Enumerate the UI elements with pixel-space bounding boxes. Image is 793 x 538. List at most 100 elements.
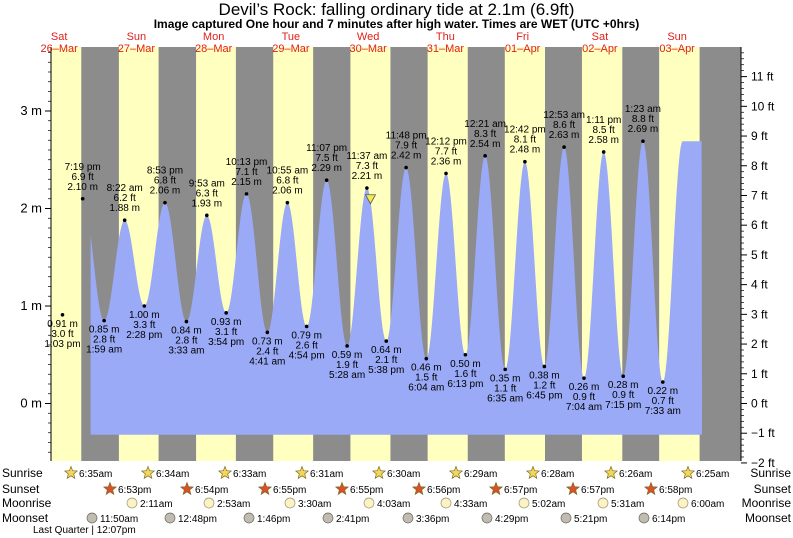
tide-label: 8.8 ft xyxy=(632,114,654,125)
y-tick-label-ft: 10 ft xyxy=(751,99,775,113)
tide-label: 0.38 m xyxy=(529,370,560,381)
moonset-icon xyxy=(164,512,176,524)
moonset-icon xyxy=(86,512,98,524)
tide-label: 2.58 m xyxy=(588,135,619,146)
tide-point xyxy=(601,150,606,154)
moonset-time: 4:29pm xyxy=(495,514,528,525)
tide-point xyxy=(304,324,309,329)
tide-label: 1:59 am xyxy=(86,345,122,356)
tide-label: 1.2 ft xyxy=(533,380,555,391)
tide-label: 11:37 am xyxy=(346,151,387,162)
tide-point xyxy=(582,376,586,380)
tide-label: 0.59 m xyxy=(332,350,363,361)
sunrise-icon xyxy=(63,465,79,480)
tide-point xyxy=(102,318,106,323)
tide-label: 0.22 m xyxy=(648,386,679,397)
tide-label: 7:19 pm xyxy=(65,162,101,173)
tide-label: 8:22 am xyxy=(107,183,143,194)
tide-label: 0.73 m xyxy=(252,336,283,347)
current-level-marker xyxy=(364,194,377,205)
tide-label: 3.0 ft xyxy=(51,329,73,340)
day-name-label: Tue xyxy=(282,31,301,43)
tide-label: 6:13 pm xyxy=(447,379,483,390)
sunset-icon xyxy=(643,481,659,496)
tide-point xyxy=(205,213,209,218)
tide-label: 10:55 am xyxy=(267,166,309,177)
sunrise-time: 6:30am xyxy=(387,469,420,480)
tide-label: 1.6 ft xyxy=(454,369,476,380)
chart-title: Devil’s Rock: falling ordinary tide at 2… xyxy=(218,0,575,19)
y-tick-label-ft: 0 ft xyxy=(751,397,768,411)
tide-point xyxy=(483,154,487,158)
tide-label: 11:07 pm xyxy=(306,143,347,154)
tide-point xyxy=(244,192,249,196)
moonrise-icon xyxy=(597,497,609,509)
moonrise-icon xyxy=(677,497,689,509)
y-tick-label-ft: 3 ft xyxy=(751,307,768,321)
day-name-label: Mon xyxy=(203,31,224,43)
tide-label: 9:53 am xyxy=(189,178,225,189)
tide-point xyxy=(80,196,85,201)
day-name-label: Fri xyxy=(516,31,529,43)
tide-label: 7:04 am xyxy=(566,402,602,413)
sunrise-icon xyxy=(294,465,310,480)
tide-point xyxy=(384,339,389,343)
tide-label: 8.5 ft xyxy=(593,125,615,136)
day-date-label: 29–Mar xyxy=(272,43,310,55)
y-tick-label-ft: 1 ft xyxy=(751,367,768,381)
tide-point xyxy=(621,374,626,379)
tide-label: 2.69 m xyxy=(628,124,659,135)
moonrise-time: 5:02am xyxy=(532,499,565,510)
day-date-label: 01–Apr xyxy=(505,43,541,55)
y-tick-label-ft: 8 ft xyxy=(751,159,768,173)
moonset-icon xyxy=(638,512,650,524)
tide-point xyxy=(285,200,290,205)
moonset-time: 2:41pm xyxy=(336,514,369,525)
sunrise-time: 6:28am xyxy=(541,469,574,480)
tide-point xyxy=(345,344,349,348)
tide-point xyxy=(463,352,468,357)
tide-label: 3.3 ft xyxy=(133,320,155,331)
moonrise-icon xyxy=(518,497,530,509)
tide-label: 1:11 pm xyxy=(586,115,621,126)
y-tick-label-ft: 4 ft xyxy=(751,278,768,292)
moon-phase-note: Last Quarter | 12:07pm xyxy=(33,525,136,536)
moonrise-icon xyxy=(284,497,296,509)
moonset-icon xyxy=(402,512,414,524)
astro-row-label: Moonset xyxy=(2,511,49,525)
moonrise-time: 5:31am xyxy=(611,499,644,510)
tide-label: 2.06 m xyxy=(150,186,181,197)
tide-point xyxy=(142,304,147,308)
y-tick-label-ft: 9 ft xyxy=(751,129,768,143)
tide-label: 8.1 ft xyxy=(514,135,536,146)
moonset-time: 6:14pm xyxy=(652,514,685,525)
sunrise-icon xyxy=(371,465,387,480)
day-date-label: 31–Mar xyxy=(427,43,465,55)
tide-label: 1.88 m xyxy=(109,203,140,214)
tide-label: 3:33 am xyxy=(168,346,204,357)
sunrise-time: 6:33am xyxy=(233,469,266,480)
sunset-icon xyxy=(334,481,350,496)
tide-label: 2.48 m xyxy=(510,145,541,156)
tide-label: 5:38 pm xyxy=(368,365,404,376)
sunset-time: 6:57pm xyxy=(581,485,614,496)
tide-curve xyxy=(90,141,703,435)
tide-label: 0.50 m xyxy=(450,359,481,370)
tide-label: 2.8 ft xyxy=(175,336,197,347)
moonrise-icon xyxy=(440,497,452,509)
tide-label: 2.29 m xyxy=(311,163,342,174)
tide-label: 7:15 pm xyxy=(605,400,641,411)
tide-label: 0.85 m xyxy=(89,325,120,336)
tide-label: 6:45 pm xyxy=(526,390,562,401)
y-tick-label-ft: 2 ft xyxy=(751,337,768,351)
tide-point xyxy=(641,139,645,144)
tide-label: 2.6 ft xyxy=(296,340,318,351)
tide-label: 1.1 ft xyxy=(494,383,516,394)
moonrise-time: 3:30am xyxy=(298,499,331,510)
tide-label: 1.9 ft xyxy=(336,360,358,371)
tide-label: 0.28 m xyxy=(608,380,639,391)
day-name-label: Sat xyxy=(592,31,609,43)
tide-label: 0.9 ft xyxy=(573,392,595,403)
tide-label: 3:54 pm xyxy=(208,337,244,348)
